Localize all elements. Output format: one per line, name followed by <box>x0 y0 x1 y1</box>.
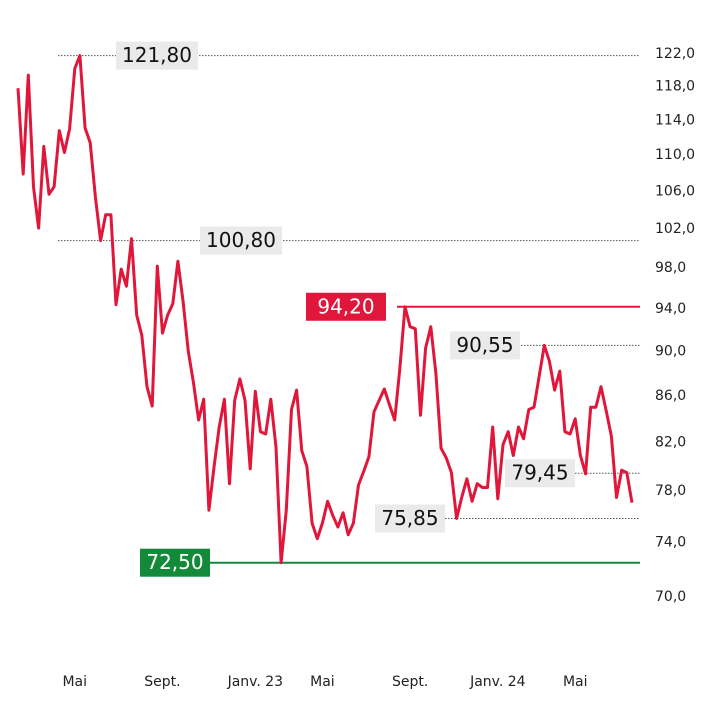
annotation-label: 121,80 <box>122 43 192 67</box>
annotation-box <box>450 331 520 360</box>
annotation-label: 79,45 <box>511 461 568 485</box>
y-tick-label: 102,0 <box>655 221 695 237</box>
y-tick-label: 90,0 <box>655 343 686 359</box>
x-tick-label: Sept. <box>144 674 180 690</box>
y-tick-label: 122,0 <box>655 46 695 62</box>
x-tick-label: Mai <box>563 674 588 690</box>
y-tick-label: 70,0 <box>655 589 686 605</box>
annotation-label: 72,50 <box>146 550 203 574</box>
annotation-box <box>375 504 445 533</box>
y-tick-label: 110,0 <box>655 147 695 163</box>
annotation-label: 90,55 <box>456 333 513 357</box>
y-tick-label: 98,0 <box>655 260 686 276</box>
annotation-box <box>505 459 575 488</box>
annotation-box <box>140 548 210 577</box>
x-tick-label: Janv. 23 <box>227 674 284 690</box>
x-tick-label: Mai <box>62 674 87 690</box>
y-tick-label: 78,0 <box>655 483 686 499</box>
x-tick-label: Janv. 24 <box>469 674 526 690</box>
annotation-label: 75,85 <box>381 506 438 530</box>
annotation-label: 100,80 <box>206 228 276 252</box>
y-tick-label: 86,0 <box>655 388 686 404</box>
y-tick-label: 114,0 <box>655 112 695 128</box>
y-tick-label: 82,0 <box>655 434 686 450</box>
y-tick-label: 94,0 <box>655 301 686 317</box>
annotation-box <box>116 41 198 70</box>
y-tick-label: 106,0 <box>655 183 695 199</box>
y-tick-label: 118,0 <box>655 79 695 95</box>
price-line <box>16 54 634 565</box>
x-tick-label: Mai <box>310 674 335 690</box>
annotation-box <box>200 226 282 255</box>
y-tick-label: 74,0 <box>655 535 686 551</box>
annotation-label: 94,20 <box>317 294 374 318</box>
x-tick-label: Sept. <box>392 674 428 690</box>
annotation-box <box>306 292 386 321</box>
